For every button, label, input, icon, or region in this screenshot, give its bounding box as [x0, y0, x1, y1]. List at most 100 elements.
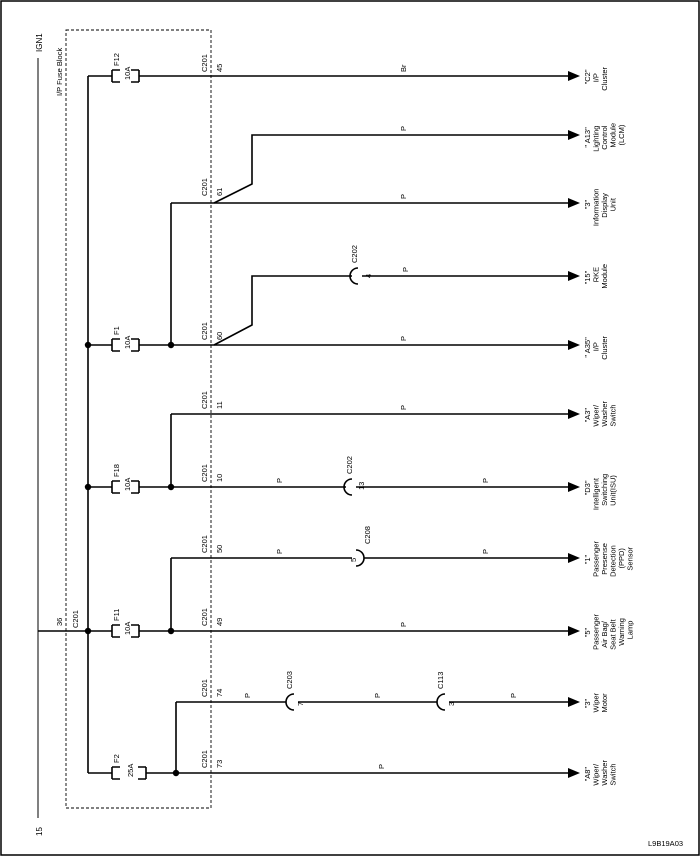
ign1-label: IGN1	[35, 33, 44, 52]
destination-label-line: Cluster	[600, 66, 609, 90]
destination-label-line: Seat Belt	[609, 619, 618, 650]
destination-label-line: I/P	[592, 73, 601, 82]
figure-id: L9B19A03	[648, 839, 683, 848]
svg-text:10A: 10A	[123, 336, 132, 349]
svg-text:C201: C201	[200, 750, 209, 768]
svg-text:P: P	[399, 336, 408, 341]
destination-label-line: "3"	[583, 698, 592, 708]
svg-text:P: P	[275, 478, 284, 483]
destination-label-line: " A13"	[583, 127, 592, 148]
svg-text:C201: C201	[200, 54, 209, 72]
arrow	[568, 198, 580, 208]
destination-label-line: Unit(ISU)	[609, 475, 618, 506]
fuse-block-title: I/P Fuse Block	[55, 48, 64, 96]
svg-text:C201: C201	[200, 608, 209, 626]
bus-connector: C201	[71, 610, 80, 628]
svg-text:C203: C203	[285, 671, 294, 689]
arrow	[568, 768, 580, 778]
svg-text:P: P	[275, 549, 284, 554]
destination-label-line: Wiper/	[592, 404, 601, 427]
destination-label-line: "D3"	[583, 480, 592, 495]
svg-text:Br: Br	[399, 64, 408, 72]
destination-label-line: "1"	[583, 554, 592, 564]
svg-text:C201: C201	[200, 679, 209, 697]
arrow	[568, 553, 580, 563]
svg-text:10: 10	[215, 474, 224, 482]
destination-label-line: "3"	[583, 199, 592, 209]
svg-text:10A: 10A	[123, 67, 132, 80]
fuse-f12: F12 10A	[111, 53, 140, 83]
destination-label-line: Air Bag/	[600, 620, 609, 648]
svg-text:4: 4	[364, 274, 373, 278]
svg-text:11: 11	[215, 401, 224, 409]
connector-c113	[436, 693, 446, 711]
svg-text:3: 3	[447, 702, 456, 706]
destination-label-line: Motor	[600, 693, 609, 713]
destination-label-line: RKE	[592, 267, 601, 282]
bus-pin: 36	[55, 618, 64, 626]
destination-label-line: "15"	[583, 270, 592, 284]
svg-text:F11: F11	[112, 609, 121, 621]
svg-text:13: 13	[357, 482, 366, 490]
svg-text:73: 73	[215, 760, 224, 768]
fuse-f18: F18 10A	[111, 464, 140, 494]
svg-text:F12: F12	[112, 53, 121, 66]
svg-text:25A: 25A	[126, 764, 135, 777]
destination-label-line: Detection	[609, 545, 618, 577]
arrow	[568, 340, 580, 350]
fuse-f1: F1 10A	[111, 326, 140, 352]
arrow	[568, 409, 580, 419]
destination-label-line: Wiper/	[592, 763, 601, 786]
fuse-block-outline	[65, 29, 212, 809]
destination-label-line: Module	[600, 264, 609, 289]
destination-label-line: "A8"	[583, 767, 592, 782]
destination-label-line: (PPD)	[617, 548, 626, 569]
destination-label-line: Control	[600, 125, 609, 150]
svg-text:P: P	[399, 194, 408, 199]
destination-label-line: Unit	[609, 197, 618, 211]
svg-text:P: P	[481, 478, 490, 483]
destination-label-line: Display	[600, 193, 609, 218]
svg-text:7: 7	[296, 702, 305, 706]
svg-text:49: 49	[215, 618, 224, 626]
destination-label-line: Presense	[600, 543, 609, 575]
destination-label-line: Passenger	[592, 614, 601, 650]
svg-text:F18: F18	[112, 464, 121, 477]
destination-label-line: Switch	[609, 764, 618, 786]
svg-text:P: P	[481, 549, 490, 554]
destination-label-line: Washer	[600, 401, 609, 427]
svg-text:50: 50	[215, 545, 224, 553]
arrow	[568, 697, 580, 707]
svg-text:P: P	[373, 693, 382, 698]
svg-text:5: 5	[349, 558, 358, 562]
destination-label-line: Warning	[617, 618, 626, 646]
svg-text:P: P	[243, 693, 252, 698]
destination-label-line: Washer	[600, 760, 609, 786]
fuse-f11: F11 10A	[111, 609, 140, 638]
destination-label-line: Lighting	[592, 126, 601, 152]
svg-text:F2: F2	[112, 754, 121, 763]
destination-label-line: Switch	[609, 405, 618, 427]
svg-text:74: 74	[215, 689, 224, 697]
svg-text:P: P	[399, 126, 408, 131]
destination-label-line: "5"	[583, 627, 592, 637]
destination-label-line: I/P	[592, 342, 601, 351]
destination-label-line: (LCM)	[617, 124, 626, 145]
arrow	[568, 626, 580, 636]
wire-rke-a	[213, 275, 352, 346]
connector-c208	[355, 549, 365, 567]
wire-lcm	[213, 134, 568, 204]
svg-text:P: P	[399, 405, 408, 410]
destination-label-line: "A3"	[583, 408, 592, 423]
ground-label: 15	[35, 827, 44, 836]
svg-text:C201: C201	[200, 322, 209, 340]
svg-text:C202: C202	[350, 245, 359, 263]
svg-text:C208: C208	[363, 526, 372, 544]
destination-label-line: Lamp	[626, 621, 635, 640]
svg-text:60: 60	[215, 332, 224, 340]
svg-text:F1: F1	[112, 326, 121, 335]
connector-c203	[285, 693, 295, 711]
destination-label-line: Module	[609, 123, 618, 148]
